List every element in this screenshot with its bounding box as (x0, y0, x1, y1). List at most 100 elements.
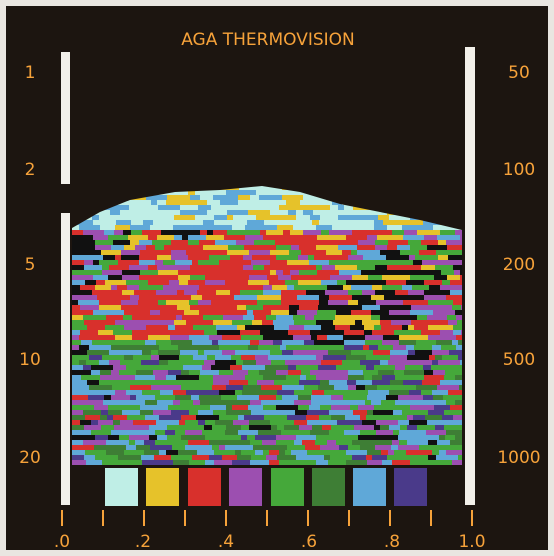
thermal-cell (318, 365, 336, 370)
thermal-cell (180, 400, 193, 405)
thermal-cell (119, 435, 129, 440)
thermal-cell (300, 375, 306, 380)
thermal-cell (214, 450, 235, 455)
thermal-cell (146, 345, 159, 350)
thermal-cell (155, 440, 172, 445)
thermal-cell (417, 230, 440, 235)
thermal-cell (181, 230, 200, 235)
thermal-cell (405, 330, 421, 335)
thermal-cell (72, 395, 88, 400)
thermal-cell (273, 340, 282, 345)
thermal-cell (237, 340, 250, 345)
thermal-cell (155, 430, 165, 435)
thermal-cell (122, 275, 139, 280)
thermal-cell (220, 200, 230, 205)
thermal-cell (250, 205, 263, 210)
thermal-cell (387, 225, 402, 230)
thermal-cell (348, 445, 360, 450)
thermal-cell (399, 440, 407, 445)
thermal-cell (180, 210, 200, 215)
thermal-cell (211, 300, 228, 305)
thermal-cell (141, 360, 149, 365)
thermal-cell (376, 420, 385, 425)
thermal-cell (446, 450, 463, 455)
thermal-cell (202, 295, 212, 300)
thermal-cell (380, 320, 391, 325)
thermal-cell (329, 410, 347, 415)
thermal-cell (316, 375, 333, 380)
thermal-cell (173, 400, 180, 405)
thermal-cell (429, 460, 452, 465)
thermal-cell (263, 405, 276, 410)
thermal-cell (281, 190, 288, 195)
thermal-cell (442, 445, 464, 450)
thermal-cell (258, 430, 281, 435)
thermal-cell (211, 365, 230, 370)
thermal-cell (233, 250, 249, 255)
thermal-cell (162, 410, 171, 415)
thermal-cell (177, 285, 199, 290)
thermal-cell (72, 310, 93, 315)
thermal-cell (102, 270, 122, 275)
thermal-cell (376, 430, 393, 435)
thermal-cell (160, 310, 174, 315)
thermal-cell (392, 440, 399, 445)
thermal-cell (212, 295, 225, 300)
thermal-cell (417, 405, 434, 410)
thermal-cell (178, 345, 197, 350)
thermal-cell (72, 270, 87, 275)
thermal-cell (155, 250, 171, 255)
thermal-cell (384, 295, 403, 300)
thermal-cell (81, 375, 88, 380)
thermal-cell (294, 420, 307, 425)
thermal-cell (237, 455, 251, 460)
thermal-cell (329, 380, 347, 385)
thermal-cell (72, 350, 87, 355)
thermal-cell (432, 450, 439, 455)
thermal-cell (346, 460, 367, 465)
thermal-cell (355, 320, 362, 325)
thermal-cell (283, 420, 294, 425)
thermal-cell (352, 455, 366, 460)
thermal-cell (209, 455, 222, 460)
thermal-cell (104, 320, 115, 325)
thermal-cell (298, 280, 321, 285)
thermal-cell (433, 370, 445, 375)
thermal-cell (95, 245, 111, 250)
thermal-cell (258, 345, 280, 350)
right-scale-label: 500 (503, 350, 535, 370)
thermal-cell (327, 235, 346, 240)
left-scale-label: 2 (25, 160, 36, 180)
thermal-cell (215, 355, 231, 360)
thermal-cell (214, 270, 236, 275)
thermal-cell (245, 375, 263, 380)
thermal-cell (197, 315, 203, 320)
thermal-cell (339, 445, 348, 450)
thermogram-screen: AGA THERMOVISION 1251020501002005001000.… (0, 0, 554, 556)
thermal-cell (133, 430, 155, 435)
thermal-cell (263, 235, 269, 240)
thermal-cell (432, 320, 448, 325)
thermal-cell (111, 285, 117, 290)
thermal-cell (204, 445, 212, 450)
thermal-cell (335, 265, 357, 270)
thermal-cell (386, 365, 395, 370)
thermal-cell (72, 375, 81, 380)
thermal-cell (342, 400, 365, 405)
thermal-cell (319, 220, 333, 225)
thermal-cell (198, 405, 210, 410)
thermal-cell (207, 265, 220, 270)
thermal-cell (117, 285, 127, 290)
thermal-cell (248, 210, 270, 215)
thermal-cell (148, 235, 157, 240)
thermal-cell (329, 295, 352, 300)
thermal-cell (224, 235, 245, 240)
thermal-cell (289, 310, 297, 315)
thermal-cell (288, 370, 301, 375)
thermal-cell (410, 405, 417, 410)
thermal-cell (155, 245, 164, 250)
thermal-cell (259, 395, 276, 400)
thermal-cell (89, 355, 102, 360)
thermal-cell (91, 420, 98, 425)
thermal-cell (190, 275, 205, 280)
